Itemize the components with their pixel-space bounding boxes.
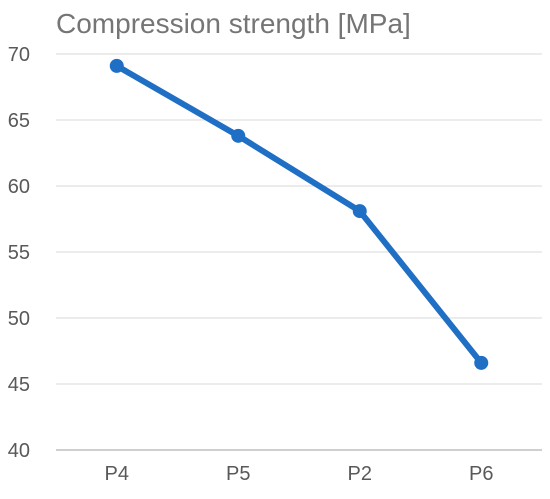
data-point-p4 bbox=[109, 58, 124, 73]
y-tick-label-45: 45 bbox=[8, 374, 30, 396]
series-layer bbox=[109, 58, 489, 370]
data-point-p2 bbox=[352, 204, 367, 219]
x-tick-label-p4: P4 bbox=[105, 463, 129, 485]
x-axis-ticks: P4 P5 P2 P6 bbox=[105, 463, 494, 485]
series-line-0 bbox=[113, 62, 485, 366]
x-tick-label-p2: P2 bbox=[348, 463, 372, 485]
x-tick-label-p5: P5 bbox=[226, 463, 250, 485]
data-point-p5 bbox=[231, 128, 246, 143]
x-tick-label-p6: P6 bbox=[469, 463, 493, 485]
y-tick-label-55: 55 bbox=[8, 242, 30, 264]
data-point-p6 bbox=[474, 355, 489, 370]
chart-title: Compression strength [MPa] bbox=[56, 8, 411, 39]
y-tick-label-70: 70 bbox=[8, 44, 30, 66]
y-tick-label-65: 65 bbox=[8, 110, 30, 132]
y-tick-label-40: 40 bbox=[8, 440, 30, 462]
y-tick-label-60: 60 bbox=[8, 176, 30, 198]
gridlines bbox=[56, 53, 542, 451]
y-axis-ticks: 40 45 50 55 60 65 70 bbox=[8, 44, 30, 462]
y-tick-label-50: 50 bbox=[8, 308, 30, 330]
